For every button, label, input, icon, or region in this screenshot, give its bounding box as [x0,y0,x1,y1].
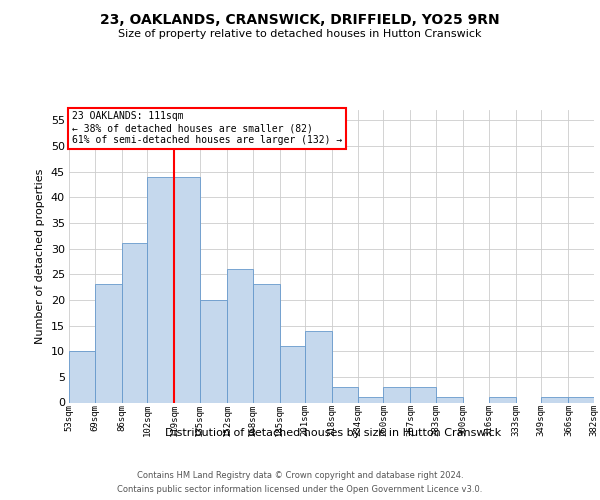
Y-axis label: Number of detached properties: Number of detached properties [35,168,45,344]
Bar [280,346,305,403]
Text: 23 OAKLANDS: 111sqm
← 38% of detached houses are smaller (82)
61% of semi-detach: 23 OAKLANDS: 111sqm ← 38% of detached ho… [71,112,342,144]
Bar [227,269,253,402]
Bar [383,387,410,402]
Bar [541,398,568,402]
Bar [358,398,383,402]
Bar [253,284,280,403]
Bar [147,176,175,402]
Text: 23, OAKLANDS, CRANSWICK, DRIFFIELD, YO25 9RN: 23, OAKLANDS, CRANSWICK, DRIFFIELD, YO25… [100,12,500,26]
Bar [200,300,227,402]
Bar [410,387,436,402]
Bar [436,398,463,402]
Text: Contains HM Land Registry data © Crown copyright and database right 2024.: Contains HM Land Registry data © Crown c… [137,472,463,480]
Bar [488,398,516,402]
Bar [69,351,95,403]
Text: Size of property relative to detached houses in Hutton Cranswick: Size of property relative to detached ho… [118,29,482,39]
Bar [175,176,200,402]
Text: Contains public sector information licensed under the Open Government Licence v3: Contains public sector information licen… [118,484,482,494]
Bar [332,387,358,402]
Text: Distribution of detached houses by size in Hutton Cranswick: Distribution of detached houses by size … [165,428,501,438]
Bar [95,284,122,403]
Bar [122,244,147,402]
Bar [305,330,332,402]
Bar [568,398,594,402]
